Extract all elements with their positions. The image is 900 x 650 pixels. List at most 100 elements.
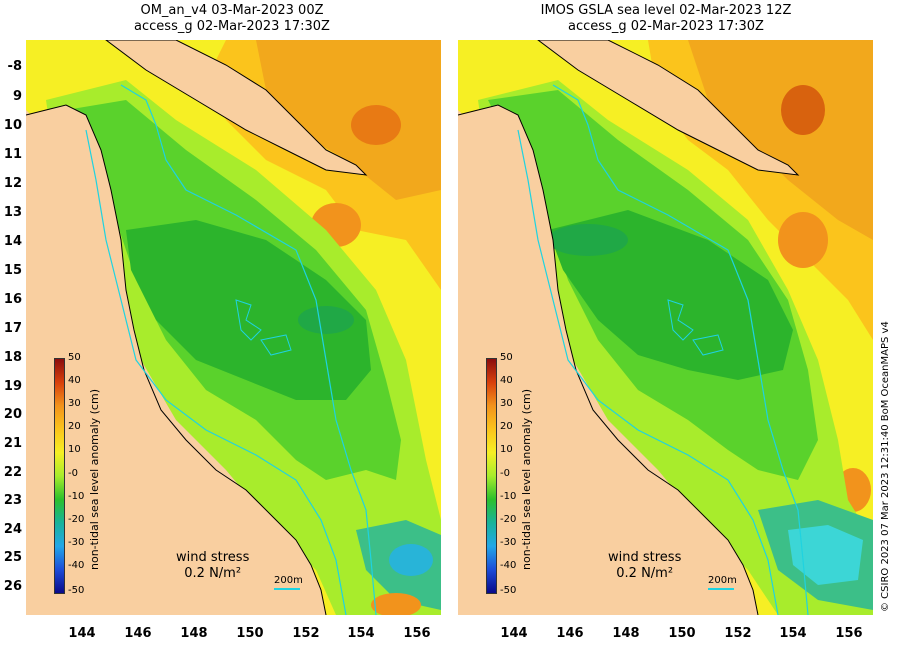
x-tick: 146 (556, 626, 584, 641)
ocean-low-green (298, 306, 354, 334)
colorbar-tick: 30 (500, 398, 513, 409)
colorbar-tick: -10 (68, 491, 85, 502)
colorbar-tick: 40 (68, 375, 81, 386)
left-map (26, 40, 441, 615)
colorbar-tick: 50 (68, 352, 81, 363)
y-tick: 9 (12, 89, 22, 104)
colorbar-tick: -30 (68, 537, 85, 548)
y-tick: 26 (3, 579, 22, 594)
x-tick: 148 (612, 626, 640, 641)
x-tick: 156 (403, 626, 431, 641)
ocean-dark-orange-2 (778, 212, 828, 268)
ocean-low-green (548, 224, 628, 256)
depth-contour-shelf (517, 129, 779, 615)
png-coastline (537, 40, 800, 176)
ocean-cyan-eddy (788, 525, 863, 585)
colorbar-tick: -50 (68, 585, 85, 596)
depth-contour-label: 200m (708, 575, 737, 586)
y-tick: 18 (3, 350, 22, 365)
y-tick: 15 (3, 263, 22, 278)
left-title-line2: access_g 02-Mar-2023 17:30Z (134, 19, 330, 34)
colorbar-title: non-tidal sea level anomaly (cm) (88, 389, 101, 570)
wind-stress-legend: wind stress 0.2 N/m² (176, 550, 249, 582)
colorbar-tick: 20 (68, 421, 81, 432)
reef-outline (260, 334, 292, 356)
colorbar-tick: 10 (68, 444, 81, 455)
x-tick: 146 (124, 626, 152, 641)
colorbar-tick: 20 (500, 421, 513, 432)
credit-text: © CSIRO 2023 07 Mar 2023 12:31:40 BoM Oc… (880, 321, 891, 612)
left-title-line1: OM_an_v4 03-Mar-2023 00Z (140, 3, 324, 18)
y-tick: 25 (3, 550, 22, 565)
y-tick: 14 (3, 234, 22, 249)
png-coastline (105, 40, 368, 176)
depth-scale-bar (708, 588, 734, 590)
reef-outline (235, 299, 262, 341)
x-tick: 154 (779, 626, 807, 641)
depth-contour-200m (552, 84, 809, 615)
left-title: OM_an_v4 03-Mar-2023 00Z access_g 02-Mar… (134, 3, 330, 35)
colorbar-title: non-tidal sea level anomaly (cm) (520, 389, 533, 570)
ocean-orange-core (256, 40, 441, 200)
depth-contour-200m (120, 84, 377, 615)
y-tick: 10 (3, 118, 22, 133)
wind-stress-label: wind stress (176, 550, 250, 565)
wind-stress-value: 0.2 N/m² (616, 566, 674, 581)
ocean-orange-se (371, 593, 421, 615)
right-title: IMOS GSLA sea level 02-Mar-2023 12Z acce… (541, 3, 792, 35)
x-tick: 150 (668, 626, 696, 641)
colorbar-tick: -40 (68, 560, 85, 571)
colorbar-tick: -40 (500, 560, 517, 571)
reef-outline (667, 299, 694, 341)
y-tick: 22 (3, 465, 22, 480)
x-tick: 156 (835, 626, 863, 641)
colorbar-tick: -20 (68, 514, 85, 525)
x-tick: 154 (347, 626, 375, 641)
colorbar-tick: -10 (500, 491, 517, 502)
depth-contour-shelf (85, 129, 347, 615)
land-png (106, 40, 366, 175)
colorbar-gradient (486, 358, 497, 594)
ocean-darkgreen (126, 220, 371, 400)
x-tick: 144 (68, 626, 96, 641)
y-tick: -8 (7, 59, 22, 74)
right-map-panel: 50 40 30 20 10 -0 -10 -20 -30 -40 -50 no… (458, 40, 873, 615)
y-tick: 23 (3, 493, 22, 508)
y-tick: 20 (3, 407, 22, 422)
wind-stress-label: wind stress (608, 550, 682, 565)
x-tick: 150 (236, 626, 264, 641)
land-png (538, 40, 798, 175)
x-tick: 148 (180, 626, 208, 641)
land-australia (26, 105, 326, 615)
y-tick: 21 (3, 436, 22, 451)
wind-stress-legend: wind stress 0.2 N/m² (608, 550, 681, 582)
depth-scale-bar (274, 588, 300, 590)
ocean-dark-orange (781, 85, 825, 135)
right-title-line2: access_g 02-Mar-2023 17:30Z (568, 19, 764, 34)
x-tick: 152 (724, 626, 752, 641)
colorbar-tick: 40 (500, 375, 513, 386)
colorbar-tick: 10 (500, 444, 513, 455)
right-map (458, 40, 873, 615)
x-tick: 144 (500, 626, 528, 641)
colorbar-tick: -50 (500, 585, 517, 596)
y-tick: 12 (3, 176, 22, 191)
x-tick: 152 (292, 626, 320, 641)
ocean-blue-eddy (389, 544, 433, 576)
y-tick: 24 (3, 522, 22, 537)
land-australia (458, 105, 758, 615)
y-tick: 16 (3, 292, 22, 307)
ocean-orange-core (688, 40, 873, 240)
depth-contour-label: 200m (274, 575, 303, 586)
colorbar-tick: 30 (68, 398, 81, 409)
left-map-panel: 50 40 30 20 10 -0 -10 -20 -30 -40 -50 no… (26, 40, 441, 615)
reef-outline (692, 334, 724, 356)
y-tick: 13 (3, 205, 22, 220)
colorbar-tick: -30 (500, 537, 517, 548)
wind-stress-value: 0.2 N/m² (184, 566, 242, 581)
ocean-dark-orange (351, 105, 401, 145)
colorbar-gradient (54, 358, 65, 594)
y-tick: 17 (3, 321, 22, 336)
right-title-line1: IMOS GSLA sea level 02-Mar-2023 12Z (540, 3, 792, 18)
y-tick: 19 (3, 379, 22, 394)
